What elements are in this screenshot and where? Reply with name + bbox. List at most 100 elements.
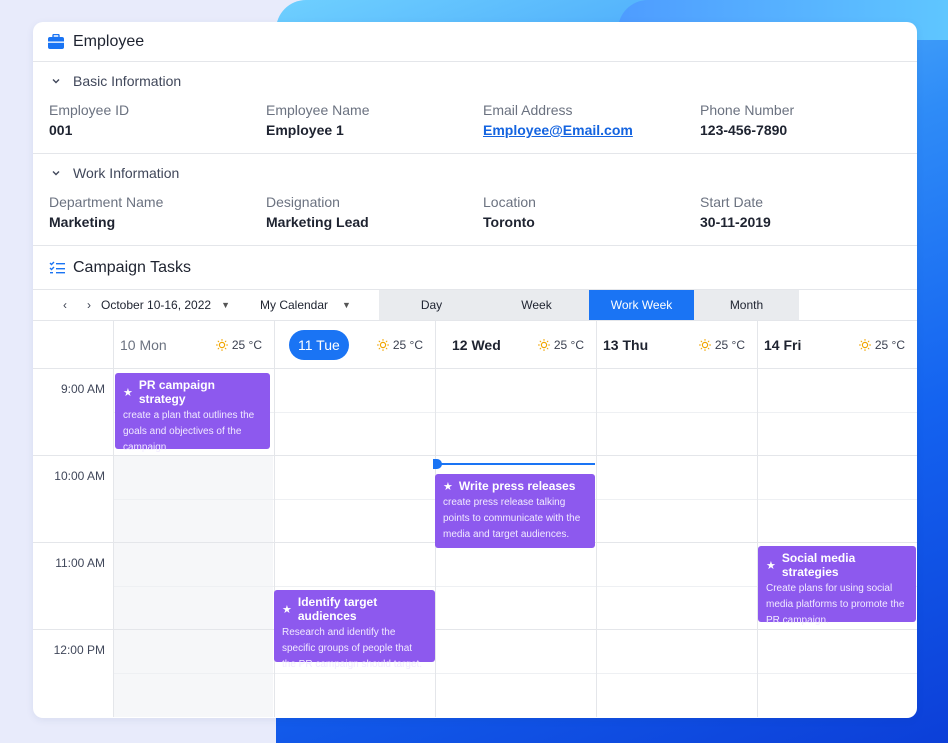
event-description: create press release talking points to c… (443, 497, 581, 540)
event-title: PR campaign strategy (138, 378, 215, 406)
work-week-calendar: 10 Mon 25 °C 11 Tue 25 °C 12 Wed 25 °C (33, 321, 917, 717)
caret-down-icon[interactable]: ▼ (342, 300, 351, 310)
weather: 25 °C (698, 338, 745, 352)
star-icon: ★ (282, 603, 292, 616)
time-label: 12:00 PM (53, 643, 105, 657)
field-label: Phone Number (700, 102, 795, 118)
work-information-toggle[interactable]: Work Information (33, 154, 917, 192)
grid-line (596, 369, 597, 717)
day-header-wed[interactable]: 12 Wed 25 °C (435, 321, 596, 369)
field-value: Toronto (483, 214, 535, 230)
temperature: 25 °C (874, 338, 905, 352)
work-information-section: Work Information Department Name Marketi… (33, 154, 917, 246)
day-label: 13 Thu (603, 337, 649, 353)
day-header-tue[interactable]: 11 Tue 25 °C (274, 321, 435, 369)
basic-information-toggle[interactable]: Basic Information (33, 62, 917, 100)
weather: 25 °C (537, 338, 584, 352)
field-label: Email Address (483, 102, 573, 118)
field-phone-number: Phone Number 123-456-7890 (700, 100, 917, 140)
chevron-down-icon (52, 171, 60, 176)
grid-line (113, 673, 917, 674)
event-write-press-releases[interactable]: ★ Write press releases create press relea… (435, 474, 595, 548)
grid-line (113, 586, 917, 587)
day-label: 14 Fri (764, 337, 802, 353)
view-switcher: Day Week Work Week Month (379, 290, 799, 320)
star-icon: ★ (123, 386, 133, 399)
temperature: 25 °C (553, 338, 584, 352)
card-title: Employee (73, 32, 145, 50)
sun-icon (698, 339, 711, 351)
field-email-address: Email Address Employee@Email.com (483, 100, 700, 140)
basic-information-section: Basic Information Employee ID 001 Employ… (33, 62, 917, 154)
event-identify-target-audiences[interactable]: ★ Identify target audiences Research and … (274, 590, 435, 670)
temperature: 25 °C (231, 338, 262, 352)
day-label: 12 Wed (452, 337, 501, 353)
field-employee-id: Employee ID 001 (49, 100, 266, 140)
day-label-today: 11 Tue (289, 330, 349, 360)
campaign-tasks-header: Campaign Tasks (33, 246, 917, 290)
section-heading: Basic Information (73, 73, 182, 89)
grid-line (757, 369, 758, 717)
calendar-select[interactable]: My Calendar (260, 298, 329, 312)
employee-card: Employee Basic Information Employee ID 0… (33, 22, 917, 718)
field-employee-name: Employee Name Employee 1 (266, 100, 483, 140)
view-day-button[interactable]: Day (420, 298, 443, 312)
calendar-day-headers: 10 Mon 25 °C 11 Tue 25 °C 12 Wed 25 °C (33, 321, 917, 369)
event-social-media-strategies[interactable]: ★ Social media strategies Create plans fo… (758, 546, 916, 626)
event-pr-campaign-strategy[interactable]: ★ PR campaign strategy create a plan that… (115, 373, 270, 453)
field-value: Marketing (49, 214, 116, 230)
current-time-line (435, 463, 595, 465)
day-header-thu[interactable]: 13 Thu 25 °C (596, 321, 757, 369)
field-designation: Designation Marketing Lead (266, 192, 483, 232)
grid-line (113, 412, 917, 413)
star-icon: ★ (443, 480, 453, 493)
event-description: create a plan that outlines the goals an… (123, 410, 255, 453)
day-header-mon[interactable]: 10 Mon 25 °C (113, 321, 274, 369)
date-range-picker[interactable]: October 10-16, 2022 (101, 298, 212, 312)
view-week-button[interactable]: Week (521, 298, 552, 312)
briefcase-icon (48, 33, 64, 49)
sun-icon (376, 339, 389, 351)
sun-icon (215, 339, 228, 351)
field-label: Employee Name (266, 102, 370, 118)
view-month-button[interactable]: Month (729, 298, 764, 312)
day-header-fri[interactable]: 14 Fri 25 °C (757, 321, 917, 369)
event-description: Research and identify the specific group… (282, 627, 423, 670)
day-label: 10 Mon (120, 337, 167, 353)
field-value: 123-456-7890 (700, 122, 788, 138)
time-label: 9:00 AM (60, 382, 105, 396)
field-value: 30-11-2019 (700, 214, 771, 230)
field-value: 001 (49, 122, 73, 138)
view-work-week-button[interactable]: Work Week (589, 290, 694, 320)
card-header: Employee (33, 22, 917, 62)
field-value: Employee 1 (266, 122, 344, 138)
time-label: 11:00 AM (55, 556, 105, 570)
scheduler-toolbar: ‹ › October 10-16, 2022 ▼ My Calendar ▼ … (33, 290, 917, 321)
field-location: Location Toronto (483, 192, 700, 232)
prev-button[interactable]: ‹ (53, 293, 77, 317)
chevron-down-icon (52, 79, 60, 84)
grid-line (33, 455, 917, 456)
next-button[interactable]: › (77, 293, 101, 317)
time-label: 10:00 AM (54, 469, 105, 483)
weather: 25 °C (215, 338, 262, 352)
temperature: 25 °C (714, 338, 745, 352)
chevron-left-icon: ‹ (63, 298, 67, 312)
field-label: Start Date (700, 194, 764, 210)
event-title: Write press releases (458, 479, 576, 493)
field-start-date: Start Date 30-11-2019 (700, 192, 917, 232)
event-title: Social media strategies (781, 551, 856, 579)
grid-line (113, 321, 114, 717)
email-link[interactable]: Employee@Email.com (483, 122, 633, 138)
star-icon: ★ (766, 559, 776, 572)
field-label: Department Name (49, 194, 164, 210)
chevron-right-icon: › (87, 298, 91, 312)
grid-line (274, 369, 275, 717)
sun-icon (537, 339, 550, 351)
caret-down-icon[interactable]: ▼ (221, 300, 230, 310)
event-description: Create plans for using social media plat… (766, 583, 905, 626)
temperature: 25 °C (392, 338, 423, 352)
field-value: Marketing Lead (266, 214, 369, 230)
field-label: Designation (266, 194, 340, 210)
grid-line (33, 629, 917, 630)
